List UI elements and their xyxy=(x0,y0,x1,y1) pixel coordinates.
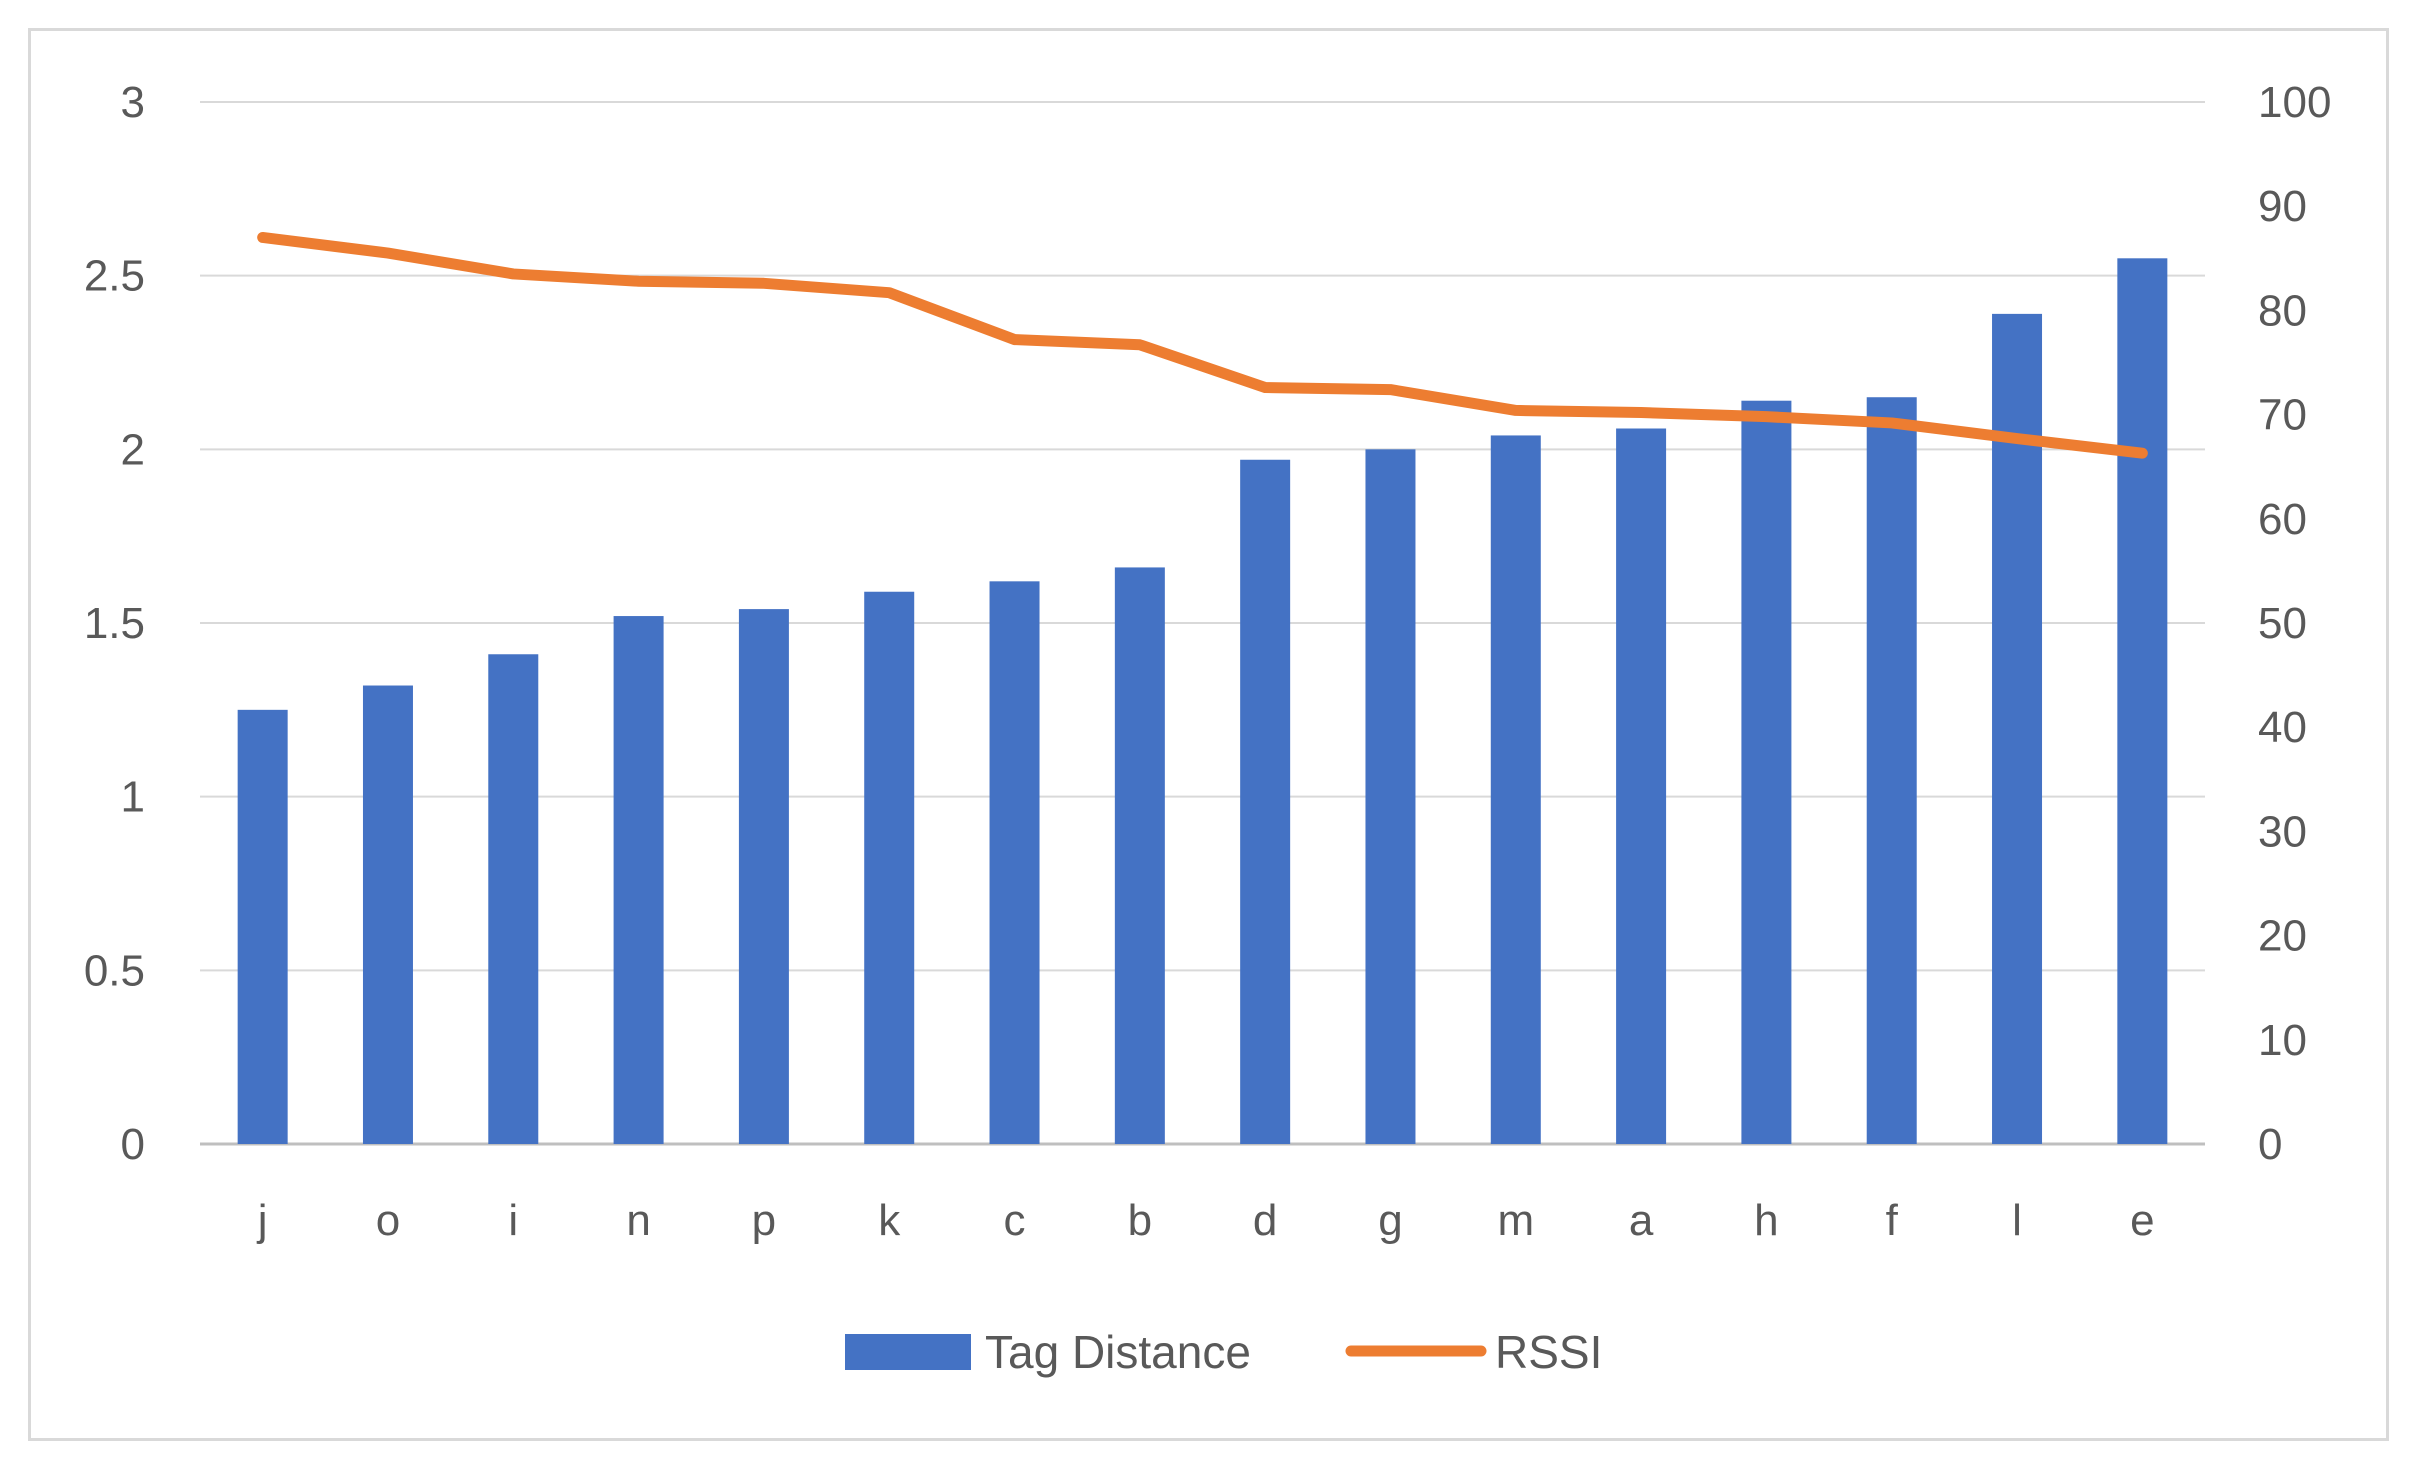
bar-c xyxy=(989,581,1040,1144)
right-tick-label: 0 xyxy=(2258,1120,2282,1169)
right-tick-label: 30 xyxy=(2258,807,2307,856)
bar-l xyxy=(1992,313,2043,1145)
x-tick-label: k xyxy=(878,1196,901,1245)
bar-n xyxy=(613,616,664,1144)
rssi-line xyxy=(257,231,2148,459)
bar-k xyxy=(864,591,915,1144)
bar-h xyxy=(1741,400,1792,1144)
legend-label-rssi: RSSI xyxy=(1495,1326,1602,1378)
left-tick-label: 0.5 xyxy=(84,946,145,995)
left-tick-label: 2.5 xyxy=(84,252,145,301)
right-tick-label: 60 xyxy=(2258,495,2307,544)
x-tick-label: d xyxy=(1253,1196,1277,1245)
x-tick-label: e xyxy=(2130,1196,2154,1245)
right-tick-label: 10 xyxy=(2258,1016,2307,1065)
legend-label-tag-distance: Tag Distance xyxy=(985,1326,1251,1378)
bar-a xyxy=(1616,428,1667,1144)
x-tick-label: m xyxy=(1497,1196,1534,1245)
x-tick-label: i xyxy=(508,1196,518,1245)
x-tick-label: g xyxy=(1378,1196,1402,1245)
bar-g xyxy=(1365,449,1416,1144)
x-tick-label: n xyxy=(626,1196,650,1245)
left-tick-label: 3 xyxy=(121,78,145,127)
left-tick-label: 0 xyxy=(121,1120,145,1169)
right-tick-label: 50 xyxy=(2258,599,2307,648)
x-tick-label: f xyxy=(1886,1196,1899,1245)
x-tick-label: h xyxy=(1754,1196,1778,1245)
bar-d xyxy=(1240,459,1291,1145)
bar-e xyxy=(2117,258,2168,1144)
bar-o xyxy=(362,685,413,1144)
right-tick-label: 80 xyxy=(2258,286,2307,335)
right-tick-label: 40 xyxy=(2258,703,2307,752)
bar-i xyxy=(488,654,539,1144)
bar-j xyxy=(237,709,288,1144)
x-tick-label: j xyxy=(256,1196,268,1245)
right-tick-label: 100 xyxy=(2258,78,2331,127)
bar-b xyxy=(1114,567,1165,1144)
right-tick-label: 20 xyxy=(2258,912,2307,961)
x-tick-label: p xyxy=(752,1196,776,1245)
bar-p xyxy=(738,609,789,1144)
right-y-axis: 0 10 20 30 40 50 60 70 80 90 100 xyxy=(2258,78,2331,1169)
rssi-line-group xyxy=(257,231,2148,459)
right-tick-label: 70 xyxy=(2258,391,2307,440)
legend: Tag Distance RSSI xyxy=(845,1326,1602,1378)
x-tick-label: o xyxy=(376,1196,400,1245)
bar-m xyxy=(1490,435,1541,1144)
tag-distance-bars xyxy=(237,258,2168,1145)
left-y-axis: 0 0.5 1 1.5 2 2.5 3 xyxy=(84,78,145,1169)
bar-f xyxy=(1866,397,1917,1144)
right-tick-label: 90 xyxy=(2258,182,2307,231)
x-tick-label: a xyxy=(1629,1196,1654,1245)
x-tick-label: b xyxy=(1128,1196,1152,1245)
left-tick-label: 1.5 xyxy=(84,599,145,648)
legend-swatch-tag-distance xyxy=(845,1334,971,1370)
left-tick-label: 2 xyxy=(121,425,145,474)
x-tick-label: l xyxy=(2012,1196,2022,1245)
x-tick-label: c xyxy=(1004,1196,1026,1245)
left-tick-label: 1 xyxy=(121,773,145,822)
